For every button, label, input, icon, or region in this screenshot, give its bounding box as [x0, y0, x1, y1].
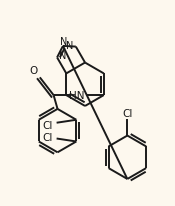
Text: Cl: Cl	[43, 120, 53, 130]
Text: N: N	[59, 51, 67, 61]
Text: HN: HN	[69, 91, 85, 101]
Text: N: N	[60, 37, 68, 47]
Text: O: O	[30, 66, 38, 76]
Text: Cl: Cl	[43, 132, 53, 142]
Text: Cl: Cl	[122, 108, 132, 118]
Text: N: N	[66, 40, 74, 50]
